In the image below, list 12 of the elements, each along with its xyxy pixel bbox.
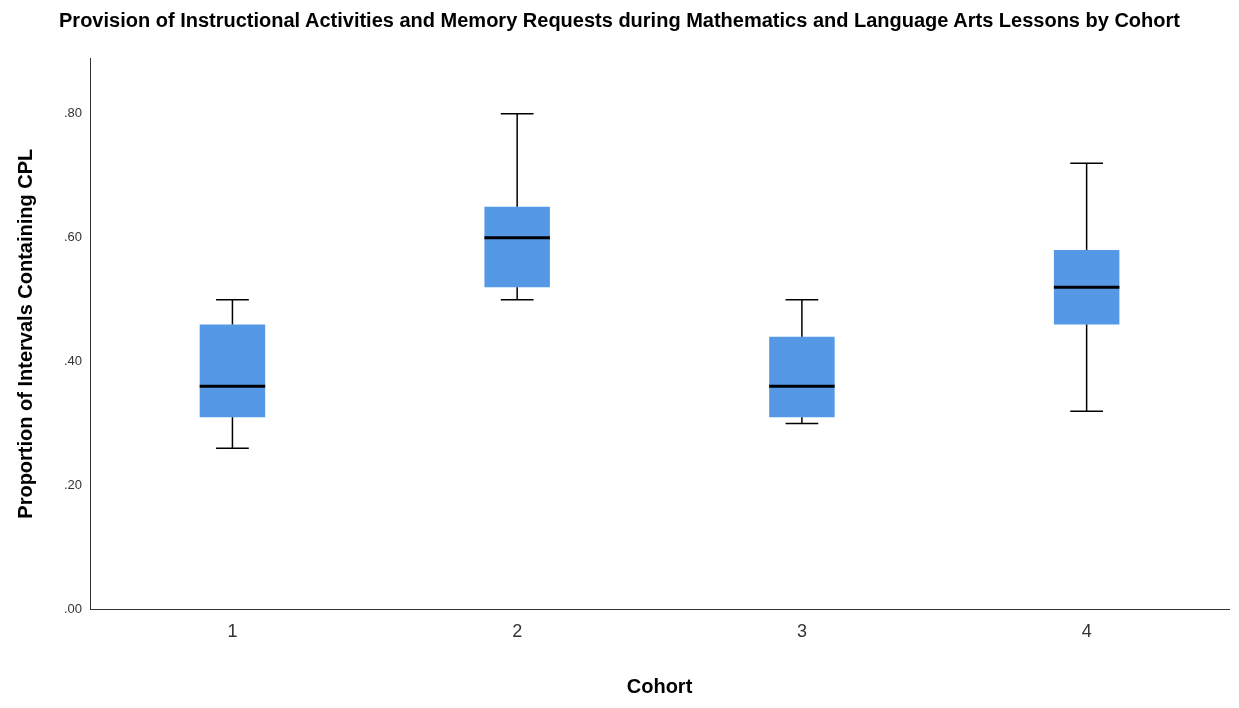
y-axis-title: Proportion of Intervals Containing CPL [13,148,36,519]
y-tick-label: .80 [63,105,83,121]
y-tick-label: .40 [63,353,83,369]
y-tick-label: .00 [63,600,83,616]
x-tick-label: 2 [512,621,523,642]
chart-title: Provision of Instructional Activities and Memory Requests during Mathematics and Language Arts Lessons by Cohort [58,9,1181,31]
y-tick-label: .20 [63,477,83,493]
x-tick-label: 4 [1081,621,1092,642]
x-tick-label: 1 [227,621,238,642]
y-tick-label: .60 [63,229,83,245]
x-tick-label: 3 [796,621,807,642]
x-axis-title: Cohort [626,674,693,697]
